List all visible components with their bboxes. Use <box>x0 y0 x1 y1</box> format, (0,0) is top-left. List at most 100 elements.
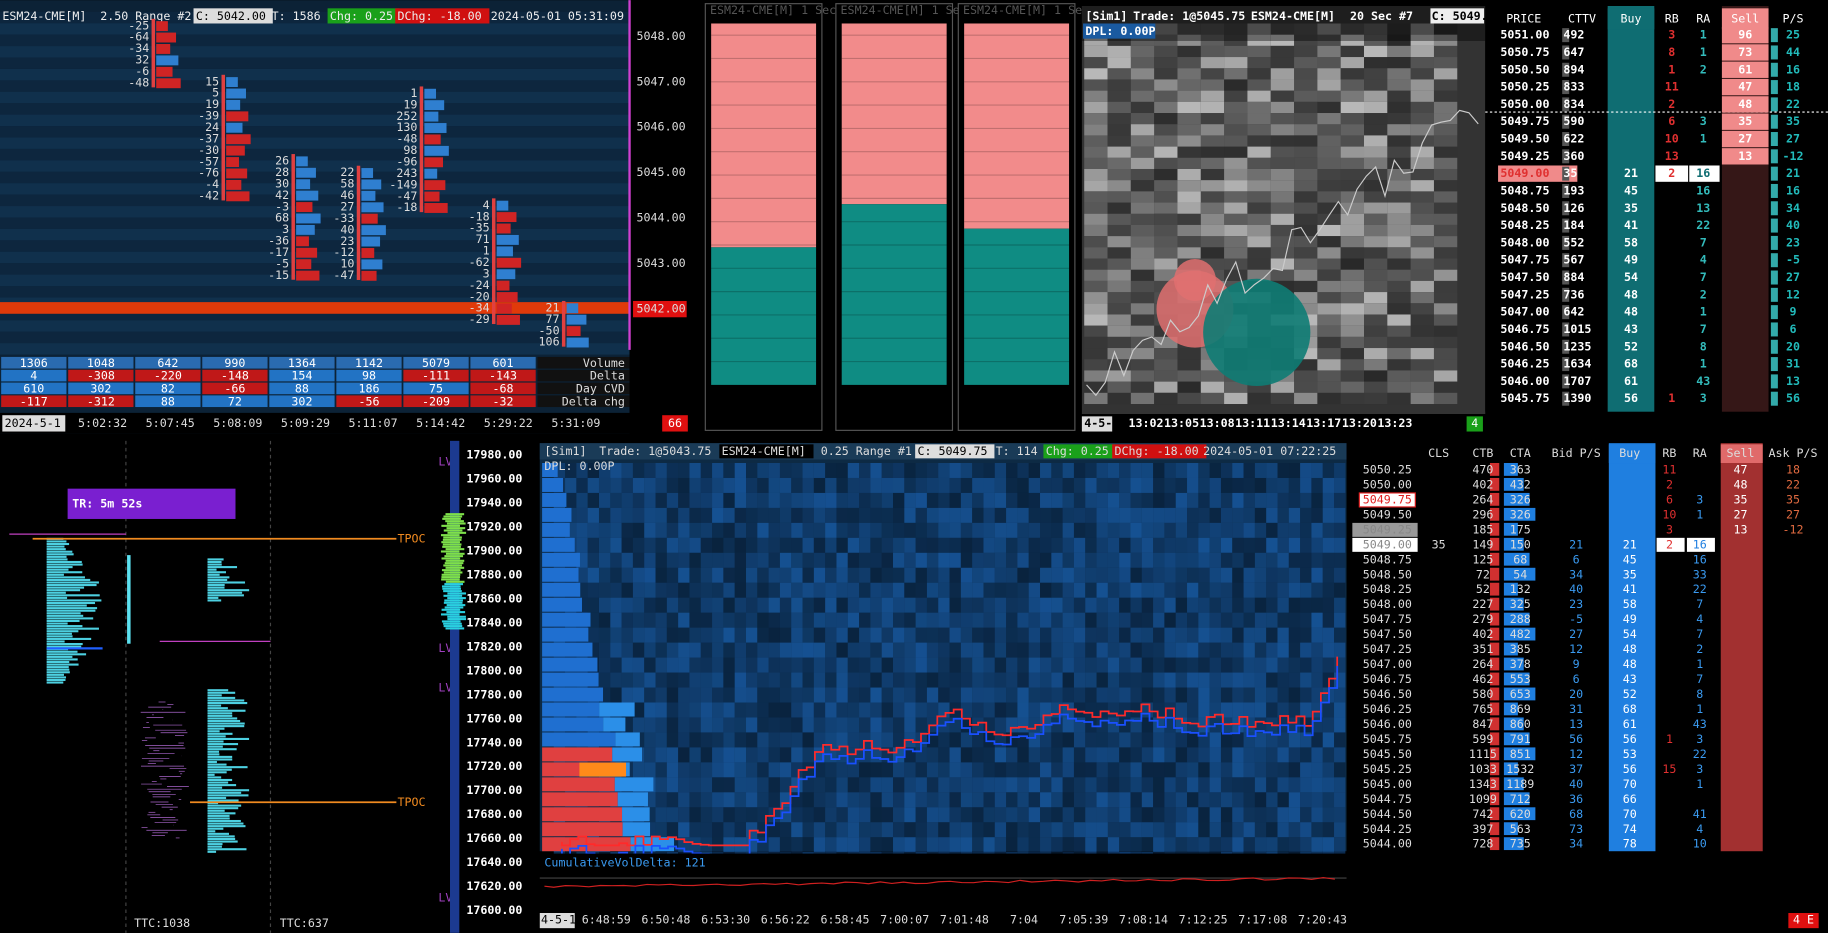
cluster-bar <box>361 259 383 270</box>
heat-cell <box>678 463 690 478</box>
heat-cell <box>1277 537 1289 553</box>
volume-heat-cell <box>1340 146 1365 158</box>
heat-cell <box>1198 552 1210 568</box>
heat-cell <box>1017 552 1029 568</box>
heat-cell <box>1209 642 1221 658</box>
summary-value: -148 <box>221 369 249 383</box>
heat-cell <box>1277 612 1289 628</box>
heat-cell <box>712 792 724 808</box>
heat-cell <box>938 552 950 568</box>
bid-step-line <box>561 665 1339 856</box>
heat-cell <box>587 642 599 658</box>
heat-cell <box>655 717 667 733</box>
volume-heat-cell <box>1410 359 1434 371</box>
profile-bar <box>207 714 233 717</box>
heat-cell <box>904 567 916 583</box>
profile-bar <box>207 704 222 707</box>
heat-cell <box>1040 597 1052 613</box>
heat-cell <box>1028 567 1041 583</box>
dom-cell: 3 <box>1696 762 1703 776</box>
heat-cell <box>1220 477 1233 493</box>
cluster-bar <box>296 236 309 247</box>
heat-cell <box>1266 597 1278 613</box>
heat-cell <box>632 537 645 553</box>
dom-cell: 296 <box>1472 507 1493 521</box>
heat-cell <box>836 492 848 508</box>
volume-heat-cell <box>1130 68 1155 80</box>
summary-cell <box>68 395 134 408</box>
heat-cell <box>734 822 747 838</box>
ctb-bar <box>1489 687 1500 701</box>
cluster-value: 1 <box>483 244 490 258</box>
heat-cell <box>712 717 724 733</box>
heat-cell <box>1334 717 1346 733</box>
cttv-bar <box>1562 97 1570 112</box>
profile-bar <box>46 604 87 607</box>
heat-cell <box>1073 717 1086 733</box>
volume-heat-cell <box>1387 247 1411 259</box>
profile-bar <box>207 586 225 589</box>
heat-cell <box>723 463 735 478</box>
heat-cell <box>610 507 622 523</box>
heat-cell <box>1073 687 1086 703</box>
volume-heat-cell <box>1270 157 1295 169</box>
heat-cell <box>1073 627 1086 643</box>
cta-bar <box>1503 463 1518 476</box>
price-tick-label: 5048.00 <box>637 29 686 43</box>
heat-cell <box>1073 792 1086 808</box>
heat-cell <box>1311 463 1323 478</box>
heat-cell <box>881 477 894 493</box>
heat-cell <box>1130 507 1142 523</box>
heat-cell <box>904 807 916 823</box>
heat-cell <box>700 537 713 553</box>
volume-heat-cell <box>1107 381 1131 393</box>
volume-heat-cell <box>1200 135 1225 147</box>
heat-cell <box>1040 492 1052 508</box>
dom-cell: 5048.00 <box>1363 597 1412 611</box>
volume-heat-cell <box>1410 135 1434 147</box>
summary-cell <box>403 356 469 369</box>
dom-cell: 5048.75 <box>1363 552 1412 566</box>
cluster-bar <box>496 292 518 303</box>
profile-bar <box>207 596 219 599</box>
heat-cell <box>1220 642 1233 658</box>
heat-cell <box>1051 687 1063 703</box>
volume-heat-cell <box>1084 381 1108 393</box>
summary-cell <box>269 395 335 408</box>
dom-cell: 2 <box>1666 477 1673 491</box>
cluster-range <box>221 74 226 201</box>
dom-cell: 58 <box>1624 235 1638 249</box>
cta-bar <box>1503 807 1536 821</box>
heat-cell <box>768 552 780 568</box>
volume-heat-cell <box>1433 124 1458 136</box>
heat-cell <box>757 762 769 778</box>
heat-cell <box>700 627 713 643</box>
heat-cell <box>825 837 837 853</box>
heat-cell <box>1334 477 1346 493</box>
volume-heat-cell <box>1270 146 1295 158</box>
price-band <box>0 263 630 275</box>
dom-cell: 149 <box>1472 537 1493 551</box>
heat-cell <box>1254 522 1267 538</box>
heat-cell <box>960 762 973 778</box>
heat-cell <box>1040 807 1052 823</box>
heat-cell <box>1107 567 1120 583</box>
profile-bar <box>207 735 226 738</box>
volume-heat-cell <box>1200 236 1225 248</box>
dom-cell: 49 <box>1624 253 1638 267</box>
summary-label-cell <box>537 356 630 369</box>
heat-cell <box>1266 492 1278 508</box>
dom-cell: 7 <box>1696 597 1703 611</box>
heat-cell <box>836 687 848 703</box>
heat-cell <box>678 777 690 793</box>
heat-cell <box>994 567 1007 583</box>
volume-heat-cell <box>1317 146 1341 158</box>
heat-cell <box>587 507 599 523</box>
heat-cell <box>1175 762 1188 778</box>
heat-cell <box>893 582 905 598</box>
cluster-bar <box>496 200 509 211</box>
volume-heat-cell <box>1433 303 1458 315</box>
dom-cell: 74 <box>1623 822 1637 836</box>
heat-cell <box>836 657 848 673</box>
cluster-bar <box>361 213 378 224</box>
